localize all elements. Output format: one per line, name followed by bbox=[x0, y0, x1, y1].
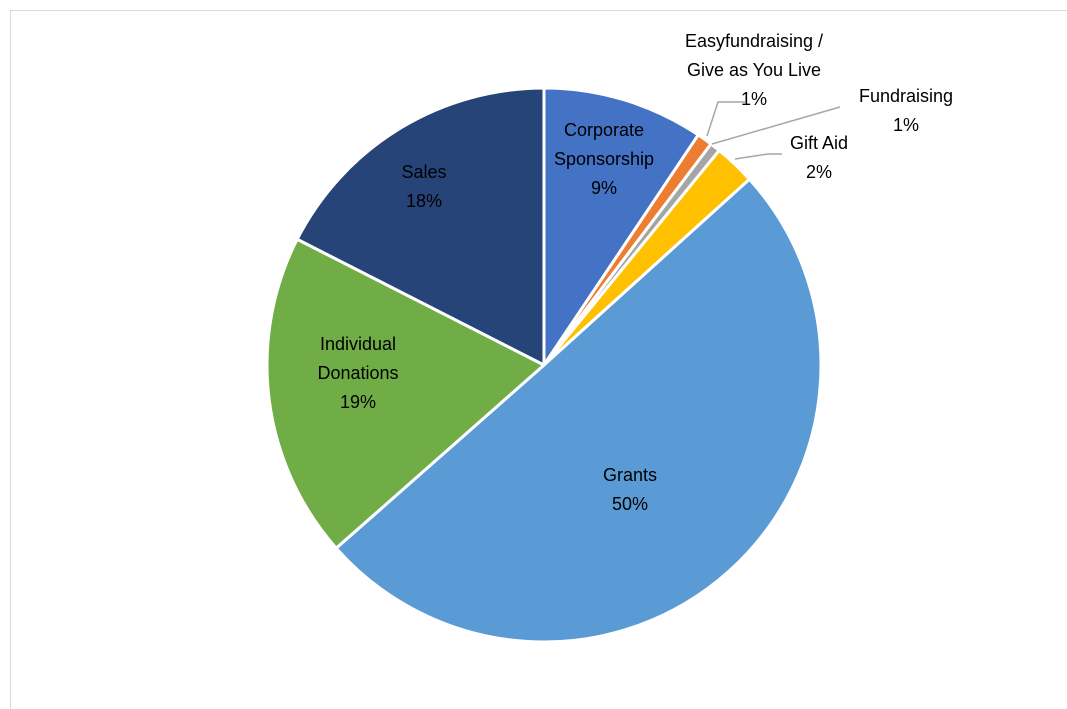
slice-label-fundraising: Fundraising 1% bbox=[859, 86, 953, 135]
slice-label-line: Easyfundraising / bbox=[685, 31, 823, 51]
slice-label-gift-aid: Gift Aid 2% bbox=[790, 133, 848, 182]
pie-slice-corporate-sponsorship bbox=[542, 86, 700, 367]
pie-slice-individual-donations bbox=[265, 237, 546, 550]
slice-label-line: Individual bbox=[320, 334, 396, 354]
leader-line-easyfundraising-give-as-you-live bbox=[706, 101, 745, 137]
slice-label-line: 9% bbox=[591, 178, 617, 198]
slice-label-line: 19% bbox=[340, 392, 376, 412]
leader-line-fundraising bbox=[711, 106, 841, 145]
chart-frame bbox=[10, 10, 1067, 709]
slice-label-sales: Sales 18% bbox=[401, 162, 446, 211]
slice-label-line: Give as You Live bbox=[687, 60, 821, 80]
slice-label-line: 1% bbox=[893, 115, 919, 135]
slice-label-line: 2% bbox=[806, 162, 832, 182]
pie-slice-grants bbox=[334, 177, 823, 644]
slice-label-line: Fundraising bbox=[859, 86, 953, 106]
slice-label-line: 50% bbox=[612, 494, 648, 514]
slice-label-line: Donations bbox=[317, 363, 398, 383]
slice-label-individual-donations: Individual Donations 19% bbox=[317, 334, 398, 412]
slice-label-line: 1% bbox=[741, 89, 767, 109]
slice-label-easyfundraising-give-as-you-live: Easyfundraising / Give as You Live 1% bbox=[685, 31, 823, 109]
slice-label-line: Gift Aid bbox=[790, 133, 848, 153]
slice-label-line: Sales bbox=[401, 162, 446, 182]
leader-line-gift-aid bbox=[734, 153, 782, 160]
slice-label-grants: Grants 50% bbox=[603, 465, 657, 514]
slice-label-line: Sponsorship bbox=[554, 149, 654, 169]
slice-label-corporate-sponsorship: Corporate Sponsorship 9% bbox=[554, 120, 654, 198]
pie-slice-sales bbox=[295, 86, 546, 367]
slice-label-line: 18% bbox=[406, 191, 442, 211]
slice-label-line: Grants bbox=[603, 465, 657, 485]
slice-label-line: Corporate bbox=[564, 120, 644, 140]
